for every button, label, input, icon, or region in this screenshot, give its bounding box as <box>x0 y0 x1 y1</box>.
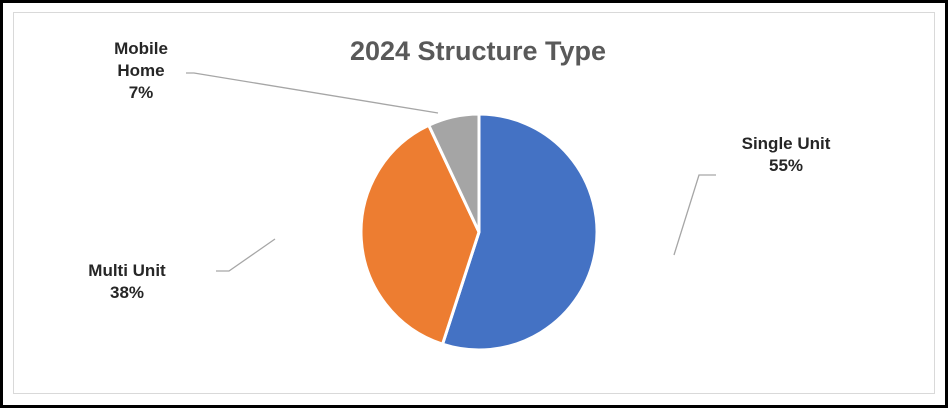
leader-line-single-unit <box>673 174 716 256</box>
label-multi-unit-percent: 38% <box>110 283 144 302</box>
chart-title: 2024 Structure Type <box>350 36 606 66</box>
label-multi-unit-name: Multi Unit <box>88 261 166 280</box>
label-single-unit-name: Single Unit <box>742 134 831 153</box>
pie-slice-multi-unit <box>359 123 481 347</box>
leader-line-mobile-home <box>186 72 439 114</box>
leader-lines <box>186 72 716 272</box>
chart-area <box>13 12 935 394</box>
label-mobile-home-line2: Home <box>117 61 164 80</box>
label-mobile-home-percent: 7% <box>129 83 154 102</box>
leader-line-multi-unit <box>216 238 276 272</box>
label-single-unit-percent: 55% <box>769 156 803 175</box>
pie-slice-single-unit <box>440 112 599 352</box>
pie-chart: 2024 Structure Type Single Unit 55% Mult… <box>88 36 831 352</box>
pie-slice-mobile-home <box>426 112 481 233</box>
label-mobile-home-line1: Mobile <box>114 39 168 58</box>
pie-slices <box>359 112 599 352</box>
